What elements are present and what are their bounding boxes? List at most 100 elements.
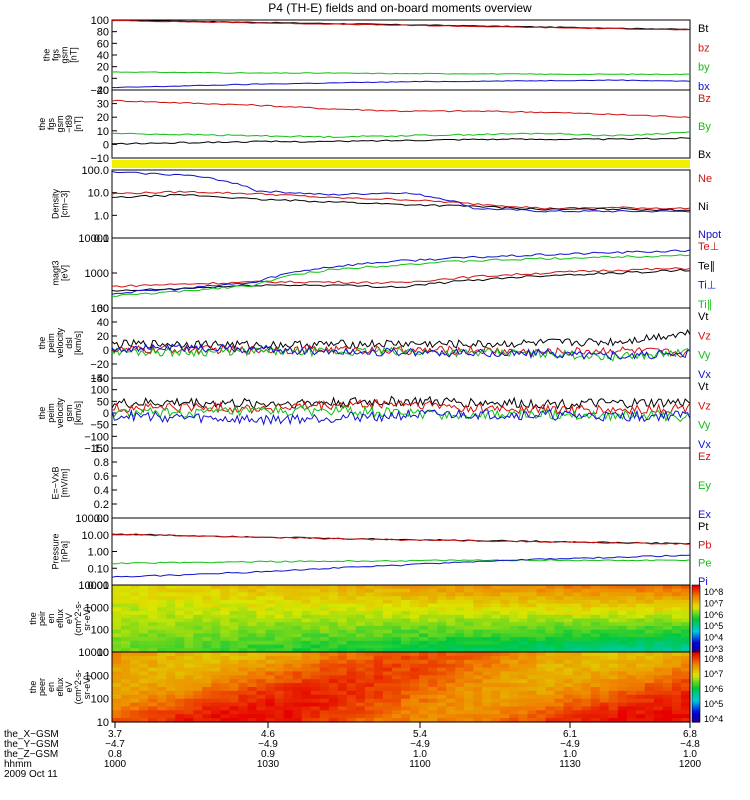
spectrogram-cell <box>572 679 583 684</box>
spectrogram-cell <box>410 663 420 669</box>
spectrogram-cell <box>662 603 673 608</box>
spectrogram-cell <box>626 622 637 627</box>
spectrogram-cell <box>229 698 239 704</box>
y-axis-label-line: magt3 <box>51 260 61 285</box>
spectrogram-cell <box>635 588 646 593</box>
spectrogram-cell <box>509 599 519 605</box>
spectrogram-cell <box>166 637 176 642</box>
spectrogram-cell <box>238 611 248 616</box>
spectrogram-cell <box>364 675 375 680</box>
spectrogram-cell <box>256 629 267 634</box>
spectrogram-cell <box>455 611 465 616</box>
spectrogram-cell <box>211 592 221 597</box>
y-tick-label: 0 <box>103 73 109 85</box>
spectrogram-cell <box>229 599 239 605</box>
spectrogram-cell <box>446 622 456 627</box>
spectrogram-cell <box>139 640 149 646</box>
spectrogram-cell <box>599 718 610 723</box>
spectrogram-cell <box>373 683 384 688</box>
spectrogram-cell <box>410 599 420 605</box>
spectrogram-cell <box>491 588 501 593</box>
spectrogram-cell <box>121 618 131 623</box>
spectrogram-cell <box>112 671 122 676</box>
spectrogram-cell <box>229 690 239 696</box>
spectrogram-cell <box>346 714 357 719</box>
spectrogram-cell <box>428 671 438 676</box>
spectrogram-cell <box>310 679 321 684</box>
spectrogram-cell <box>139 622 149 627</box>
spectrogram-cell <box>175 648 185 653</box>
y-axis-label-line: [cm−3] <box>60 190 70 217</box>
spectrogram-cell <box>112 637 122 642</box>
spectrogram-cell <box>310 596 321 601</box>
spectrogram-cell <box>373 659 384 665</box>
spectrogram-cell <box>175 622 185 627</box>
spectrogram-cell <box>229 585 239 590</box>
spectrogram-cell <box>301 655 312 661</box>
spectrogram-cell <box>301 596 312 601</box>
spectrogram-cell <box>247 683 258 688</box>
spectrogram-cell <box>139 592 149 597</box>
spectrogram-cell <box>671 652 682 657</box>
y-tick-label: 10 <box>97 647 109 659</box>
spectrogram-cell <box>455 710 465 715</box>
spectrogram-cell <box>644 667 655 673</box>
spectrogram-cell <box>464 659 474 665</box>
spectrogram-cell <box>382 687 393 692</box>
spectrogram-cell <box>148 614 158 620</box>
spectrogram-cell <box>337 599 348 605</box>
spectrogram-cell <box>536 710 547 715</box>
spectrogram-cell <box>392 714 402 719</box>
spectrogram-cell <box>401 648 411 653</box>
y-axis-label-line: eflux <box>55 608 65 628</box>
spectrogram-cell <box>473 710 483 715</box>
spectrogram-cell <box>545 618 556 623</box>
spectrogram-cell <box>373 698 384 704</box>
spectrogram-cell <box>328 603 339 608</box>
y-tick-label: 100 <box>91 15 109 27</box>
spectrogram-cell <box>112 633 122 638</box>
spectrogram-cell <box>220 679 230 684</box>
spectrogram-cell <box>193 675 203 680</box>
spectrogram-cell <box>364 596 375 601</box>
y-tick-label: 50 <box>97 396 109 408</box>
spectrogram-cell <box>392 652 402 657</box>
spectrogram-cell <box>310 637 321 642</box>
spectrogram-cell <box>166 718 176 723</box>
spectrogram-cell <box>166 648 176 653</box>
spectrogram-cell <box>373 640 384 646</box>
spectrogram-cell <box>211 607 221 612</box>
spectrogram-cell <box>455 675 465 680</box>
spectrogram-cell <box>617 622 628 627</box>
spectrogram-cell <box>328 698 339 704</box>
spectrogram-cell <box>283 607 294 612</box>
spectrogram-cell <box>635 622 646 627</box>
spectrogram-cell <box>202 706 212 711</box>
spectrogram-cell <box>653 698 664 704</box>
spectrogram-cell <box>148 671 158 676</box>
spectrogram-cell <box>139 667 149 673</box>
spectrogram-cell <box>545 592 556 597</box>
colorbar-swatch <box>692 661 700 665</box>
spectrogram-cell <box>671 667 682 673</box>
spectrogram-cell <box>681 588 691 593</box>
spectrogram-cell <box>328 640 339 646</box>
spectrogram-cell <box>518 690 528 696</box>
spectrogram-cell <box>608 618 619 623</box>
panel-frame <box>111 237 691 309</box>
spectrogram-cell <box>527 687 537 692</box>
spectrogram-cell <box>283 683 294 688</box>
spectrogram-cell <box>464 683 474 688</box>
spectrogram-cell <box>410 622 420 627</box>
spectrogram-cell <box>464 690 474 696</box>
spectrogram-cell <box>473 655 483 661</box>
spectrogram-cell <box>328 655 339 661</box>
spectrogram-cell <box>310 718 321 723</box>
spectrogram-cell <box>599 588 610 593</box>
spectrogram-cell <box>337 596 348 601</box>
spectrogram-cell <box>238 633 248 638</box>
spectrogram-cell <box>220 648 230 653</box>
spectrogram-cell <box>590 706 601 711</box>
spectrogram-cell <box>608 687 619 692</box>
spectrogram-cell <box>355 644 366 649</box>
